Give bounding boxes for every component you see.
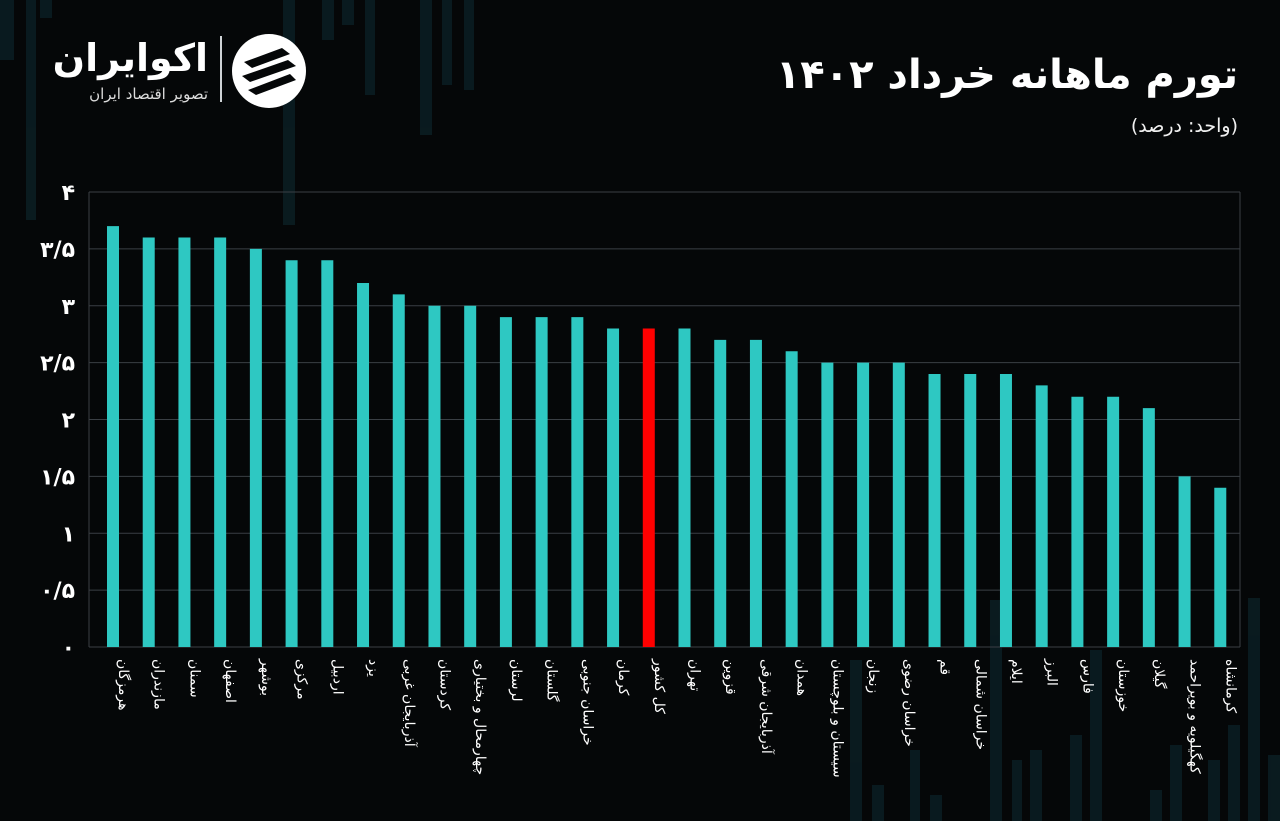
bar (107, 226, 119, 647)
bar (964, 374, 977, 647)
bar (214, 237, 227, 647)
x-tick-label: آذربایجان شرقی (758, 659, 775, 755)
y-tick-label: ۲/۵ (40, 352, 75, 377)
x-tick-label: گیلان (1151, 659, 1168, 689)
bar (1178, 476, 1191, 647)
x-tick-label: اصفهان (222, 659, 238, 703)
x-tick-label: کرمان (615, 659, 631, 696)
x-tick-label: بوشهر (258, 658, 274, 696)
brand-mark-icon (232, 34, 306, 108)
bar (535, 317, 548, 647)
x-tick-label: یزد (365, 659, 381, 677)
x-tick-label: سیستان و بلوچستان (829, 659, 845, 778)
bar (499, 317, 512, 647)
x-tick-label: آذربایجان غربی (401, 659, 418, 748)
bar (857, 362, 870, 647)
brand-tagline: تصویر اقتصاد ایران (89, 85, 208, 103)
brand-logo: اکوایران تصویر اقتصاد ایران (48, 30, 313, 110)
y-tick-label: ۱/۵ (40, 465, 75, 490)
x-tick-label: خراسان شمالی (972, 659, 988, 750)
y-tick-label: ۳/۵ (40, 238, 75, 263)
y-tick-label: ۰ (62, 636, 75, 661)
bar (392, 294, 405, 647)
bar-highlight (642, 328, 655, 647)
bar (1107, 396, 1120, 647)
bar (1071, 396, 1084, 647)
x-tick-label: مازندران (151, 659, 167, 710)
x-tick-label: البرز (1044, 658, 1060, 686)
bar (285, 260, 298, 647)
bar (571, 317, 584, 647)
x-tick-label: فارس (1079, 659, 1095, 694)
bar (607, 328, 620, 647)
x-tick-label: کرمانشاه (1222, 659, 1238, 713)
y-tick-label: ۲ (62, 409, 76, 434)
x-tick-label: هرمزگان (115, 659, 132, 711)
x-tick-label: کل کشور (651, 658, 667, 714)
bar (678, 328, 691, 647)
x-tick-label: خراسان رضوی (901, 659, 917, 747)
x-axis-labels: هرمزگان مازندران سمنان اصفهان بوشهر مرکزی اردب… (115, 658, 1238, 778)
unit-label: (واحد: درصد) (1130, 115, 1238, 137)
bar (1035, 385, 1048, 647)
y-tick-label: ۰/۵ (40, 579, 75, 604)
x-tick-label: تهران (687, 659, 703, 691)
x-tick-label: کهگیلویه و بویراحمد (1187, 659, 1204, 774)
x-tick-label: اردبیل (329, 659, 345, 695)
x-tick-label: کردستان (436, 659, 452, 710)
logo-divider (220, 36, 222, 102)
bar (749, 339, 762, 647)
x-tick-label: زنجان (865, 659, 881, 693)
y-axis-ticks: ۰ ۰/۵ ۱ ۱/۵ ۲ ۲/۵ ۳ ۳/۵ ۴ (40, 181, 75, 661)
bar (178, 237, 191, 647)
y-tick-label: ۳ (62, 295, 76, 320)
chart-grid (88, 191, 1241, 648)
bar (1214, 487, 1227, 647)
y-tick-label: ۱ (62, 522, 75, 547)
x-tick-label: گلستان (544, 659, 561, 702)
bar (1142, 408, 1155, 647)
bar (821, 362, 834, 647)
x-tick-label: همدان (794, 659, 810, 696)
bar (928, 374, 941, 647)
bar (785, 351, 798, 647)
x-tick-label: مرکزی (294, 659, 310, 700)
bar (357, 283, 370, 647)
chart-title: تورم ماهانه خرداد ۱۴۰۲ (775, 52, 1238, 98)
bar (999, 374, 1012, 647)
bar (428, 305, 441, 647)
brand-name: اکوایران (52, 36, 208, 80)
x-tick-label: سمنان (186, 659, 202, 698)
bar (714, 339, 727, 647)
x-tick-label: خوزستان (1115, 659, 1131, 712)
x-tick-label: خراسان جنوبی (579, 659, 595, 746)
bar (249, 248, 262, 647)
bar (892, 362, 905, 647)
x-tick-label: چهارمحال و بختیاری (472, 659, 488, 775)
x-tick-label: قم (937, 659, 953, 675)
x-tick-label: قزوین (722, 659, 738, 695)
bar (464, 305, 477, 647)
bar (321, 260, 334, 647)
x-tick-label: لرستان (508, 659, 524, 702)
y-tick-label: ۴ (62, 181, 75, 206)
bar (142, 237, 155, 647)
chart-bars (107, 226, 1227, 647)
x-tick-label: ایلام (1008, 659, 1024, 684)
